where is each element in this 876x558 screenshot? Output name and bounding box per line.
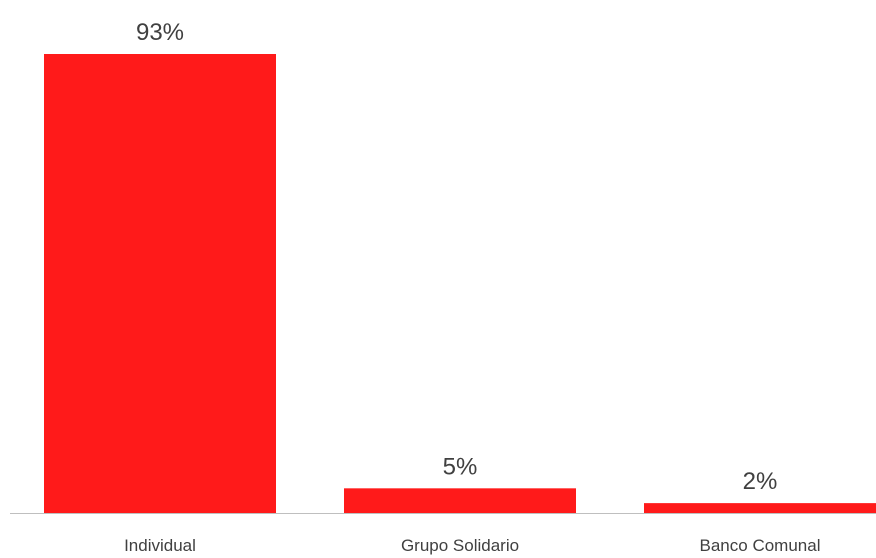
data-labels-group: 93% 5% 2% — [136, 19, 777, 495]
category-label-grupo-solidario: Grupo Solidario — [401, 536, 519, 555]
category-label-individual: Individual — [124, 536, 196, 555]
data-label-grupo-solidario: 5% — [443, 453, 478, 480]
bar-individual — [44, 54, 276, 513]
data-label-individual: 93% — [136, 19, 184, 46]
bars-group — [44, 54, 876, 513]
data-label-banco-comunal: 2% — [743, 468, 778, 495]
bar-banco-comunal — [644, 503, 876, 513]
category-labels-group: Individual Grupo Solidario Banco Comunal — [124, 536, 820, 555]
bar-grupo-solidario — [344, 488, 576, 513]
category-label-banco-comunal: Banco Comunal — [700, 536, 821, 555]
